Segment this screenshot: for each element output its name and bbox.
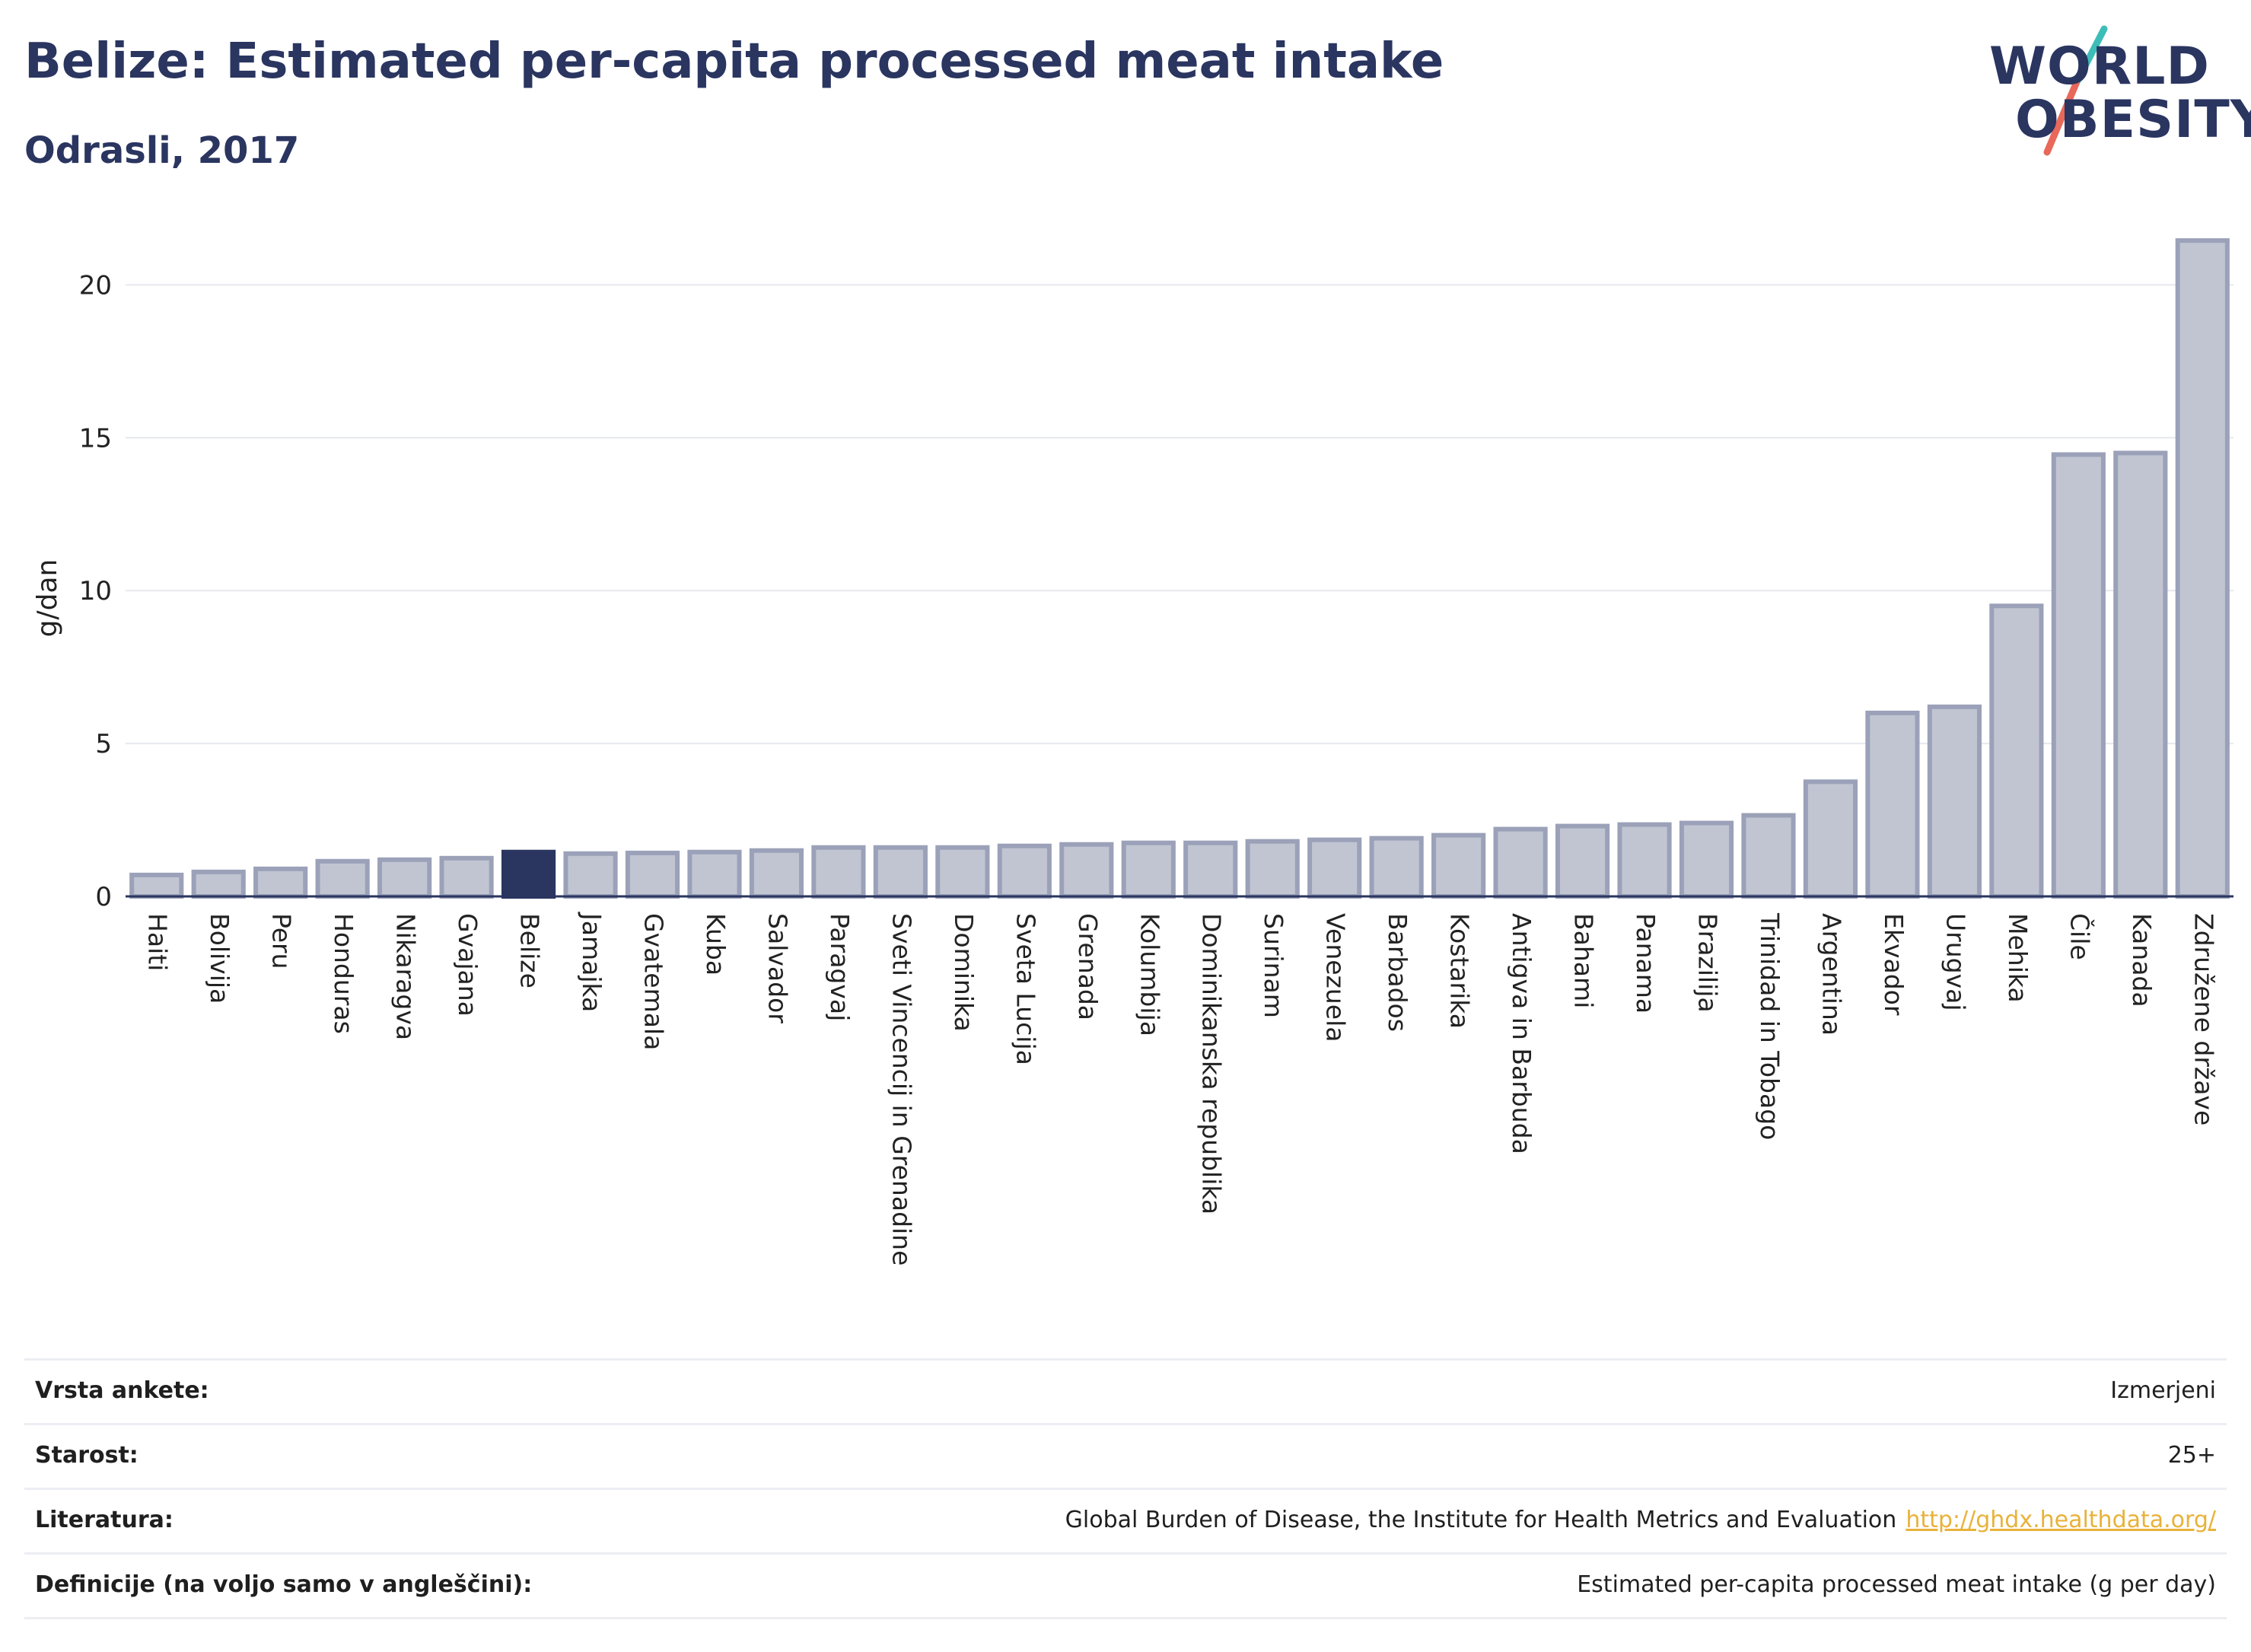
bar-barbados xyxy=(1369,836,1424,899)
x-tick-label: Dominikanska republika xyxy=(1197,913,1227,1214)
x-tick-label: Salvador xyxy=(763,913,792,1023)
x-tick-label: Mehika xyxy=(2003,913,2033,1003)
bar-salvador xyxy=(749,848,804,899)
info-row-references: Literatura: Global Burden of Disease, th… xyxy=(24,1488,2227,1552)
x-tick-label: Dominika xyxy=(949,913,979,1032)
bar-antigva-in-barbuda xyxy=(1493,826,1548,899)
x-tick-label: Brazilija xyxy=(1693,913,1723,1013)
y-tick-label: 10 xyxy=(79,576,112,606)
info-value: 25+ xyxy=(2167,1442,2216,1469)
x-tick-label: Bolivija xyxy=(205,913,234,1004)
reference-link[interactable]: http://ghdx.healthdata.org/ xyxy=(1906,1507,2216,1533)
info-label: Starost: xyxy=(35,1442,138,1469)
y-tick-label: 0 xyxy=(95,882,112,912)
x-tick-label: Panama xyxy=(1631,913,1660,1014)
x-tick-label: Venezuela xyxy=(1321,913,1351,1042)
x-tick-label: Združene države xyxy=(2189,913,2218,1125)
world-obesity-logo: WORLD OBESITY xyxy=(1979,23,2251,160)
info-label: Definicije (na voljo samo v angleščini): xyxy=(35,1571,533,1598)
chart-title: Belize: Estimated per-capita processed m… xyxy=(24,33,1444,90)
bar-dominika xyxy=(935,845,990,899)
info-row-definitions: Definicije (na voljo samo v angleščini):… xyxy=(24,1552,2227,1619)
x-tick-label: Trinidad in Tobago xyxy=(1755,912,1785,1140)
x-tick-label: Nikaragva xyxy=(391,913,421,1040)
x-tick-label: Gvatemala xyxy=(639,913,669,1050)
x-tick-label: Sveti Vincencij in Grenadine xyxy=(887,913,916,1265)
y-tick-label: 5 xyxy=(95,729,112,759)
bar-argentina xyxy=(1803,779,1858,899)
info-value: Estimated per-capita processed meat inta… xyxy=(1577,1571,2216,1598)
x-tick-label: Jamajka xyxy=(577,912,607,1012)
x-tick-label: Ekvador xyxy=(1879,913,1909,1016)
reference-text: Global Burden of Disease, the Institute … xyxy=(1065,1507,1897,1533)
bar-bahami xyxy=(1555,823,1610,899)
bar-chart: 0 5 10 15 20 g/dan Haiti Bolivija Peru Honduras Ni… xyxy=(32,238,2233,1265)
bar-kuba xyxy=(687,849,742,899)
bar-združene-države xyxy=(2175,238,2230,899)
bar-venezuela xyxy=(1307,837,1362,899)
chart-subtitle: Odrasli, 2017 xyxy=(24,129,300,172)
bar-belize xyxy=(501,849,556,899)
x-tick-label: Antigva in Barbuda xyxy=(1507,913,1536,1154)
bar-nikaragva xyxy=(377,857,432,899)
x-tick-label: Bahami xyxy=(1569,913,1599,1008)
bar-kostarika xyxy=(1431,832,1486,899)
y-axis-title: g/dan xyxy=(32,559,63,638)
bar-haiti xyxy=(129,872,184,899)
info-row-survey-type: Vrsta ankete: Izmerjeni xyxy=(24,1358,2227,1423)
bar-urugvaj xyxy=(1927,704,1982,899)
x-tick-label: Barbados xyxy=(1383,913,1412,1032)
x-tick-label: Peru xyxy=(267,913,297,969)
bar-sveti-vincencij-in-grenadine xyxy=(873,845,928,899)
x-tick-label: Kolumbija xyxy=(1135,913,1164,1036)
bar-čile xyxy=(2051,452,2106,899)
logo-line-2: OBESITY xyxy=(2015,90,2251,150)
bar-mehika xyxy=(1989,603,2044,899)
info-value: Izmerjeni xyxy=(2110,1377,2216,1404)
logo-line-1: WORLD xyxy=(1989,37,2210,97)
x-tick-label: Belize xyxy=(515,913,545,988)
bar-bolivija xyxy=(191,869,246,899)
y-tick-label: 15 xyxy=(79,423,112,454)
bar-trinidad-in-tobago xyxy=(1741,813,1796,899)
info-value: Global Burden of Disease, the Institute … xyxy=(1065,1507,2216,1533)
x-tick-label: Kostarika xyxy=(1445,913,1475,1029)
y-tick-label: 20 xyxy=(79,270,112,301)
info-label: Vrsta ankete: xyxy=(35,1377,209,1404)
x-tick-label: Čile xyxy=(2065,913,2095,960)
x-tick-label: Grenada xyxy=(1073,913,1103,1020)
bar-ekvador xyxy=(1865,710,1920,899)
bar-gvatemala xyxy=(625,850,680,899)
bar-kanada xyxy=(2113,450,2168,899)
bar-peru xyxy=(253,866,308,899)
x-tick-label: Urugvaj xyxy=(1941,913,1970,1011)
x-tick-label: Gvajana xyxy=(453,913,482,1017)
bar-gvajana xyxy=(439,855,494,899)
x-tick-label: Honduras xyxy=(329,913,358,1034)
x-tick-label: Surinam xyxy=(1259,913,1288,1018)
bar-honduras xyxy=(315,858,370,899)
x-tick-label: Haiti xyxy=(143,913,173,971)
info-table: Vrsta ankete: Izmerjeni Starost: 25+ Lit… xyxy=(24,1358,2227,1619)
bar-paragvaj xyxy=(811,845,866,899)
logo-slash-icon xyxy=(2043,25,2108,156)
bar-sveta-lucija xyxy=(997,843,1052,899)
x-tick-label: Argentina xyxy=(1816,913,1846,1036)
bar-brazilija xyxy=(1679,820,1734,899)
info-label: Literatura: xyxy=(35,1507,174,1533)
x-tick-label: Kuba xyxy=(701,913,731,976)
x-tick-label: Kanada xyxy=(2127,913,2157,1007)
bar-panama xyxy=(1617,822,1672,899)
x-tick-label: Sveta Lucija xyxy=(1011,913,1040,1065)
bar-jamajka xyxy=(563,851,618,899)
bar-surinam xyxy=(1245,839,1300,899)
bar-grenada xyxy=(1059,842,1114,899)
info-row-age: Starost: 25+ xyxy=(24,1423,2227,1488)
bar-kolumbija xyxy=(1121,840,1176,899)
bar-dominikanska-republika xyxy=(1183,840,1238,899)
x-tick-label: Paragvaj xyxy=(825,913,855,1021)
